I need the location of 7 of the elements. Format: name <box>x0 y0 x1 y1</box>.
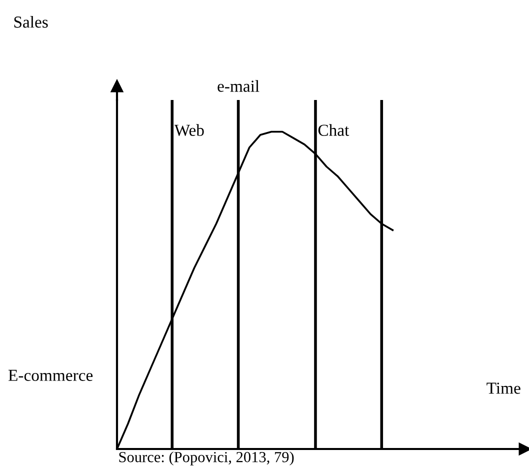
text: E-commerce <box>8 370 93 381</box>
source-note: Source: (Popovici, 2013, 79) <box>119 451 294 466</box>
text: e-mail <box>218 80 260 92</box>
annotation: Web <box>174 124 204 136</box>
annotation: Chat <box>318 124 350 136</box>
text: Sales <box>14 16 48 28</box>
text: Time <box>486 382 520 394</box>
